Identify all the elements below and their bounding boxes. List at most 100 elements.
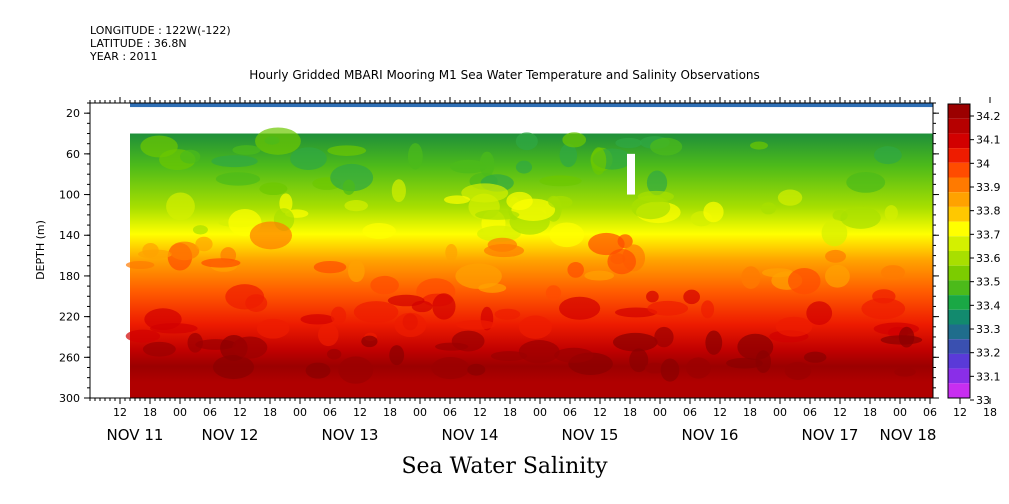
colorbar-swatch: [948, 295, 970, 310]
salinity-patch: [432, 293, 456, 320]
salinity-patch: [313, 260, 347, 274]
x-day-label: NOV 16: [682, 426, 739, 444]
salinity-patch: [467, 363, 486, 376]
salinity-patch: [591, 147, 607, 175]
salinity-patch: [394, 312, 427, 338]
x-hour-label: 06: [803, 406, 817, 419]
salinity-patch: [450, 159, 487, 174]
x-hour-label: 00: [893, 406, 907, 419]
salinity-patch: [389, 345, 405, 366]
salinity-patch: [348, 259, 365, 283]
salinity-patch: [825, 249, 847, 263]
salinity-patch: [212, 355, 255, 380]
salinity-patch: [330, 163, 374, 192]
salinity-patch: [607, 248, 637, 275]
salinity-patch: [407, 143, 423, 170]
x-axis-label: Sea Water Salinity: [401, 454, 608, 479]
salinity-patch: [686, 357, 711, 379]
salinity-patch: [125, 260, 155, 270]
salinity-patch: [180, 149, 201, 164]
salinity-patch: [861, 297, 906, 320]
x-hour-label: 12: [833, 406, 847, 419]
salinity-patch: [362, 223, 396, 239]
colorbar-swatch: [948, 280, 970, 296]
x-hour-label: 12: [953, 406, 967, 419]
salinity-patch: [562, 132, 587, 148]
plot-border: [89, 102, 934, 399]
salinity-patch: [654, 326, 674, 348]
salinity-patch: [650, 137, 683, 156]
colorbar-label: 33.5: [976, 276, 1001, 289]
salinity-patch: [370, 275, 399, 295]
salinity-patch: [149, 323, 198, 334]
colorbar: 34.2 34.1 34 33.9 33.8 33.7 33.6 33.5 33.4 33.3 33…: [947, 103, 1001, 407]
salinity-patch: [451, 330, 485, 352]
salinity-patch: [614, 307, 658, 318]
colorbar-label: 33.4: [976, 299, 1001, 312]
colorbar-swatch: [948, 339, 970, 354]
salinity-patch: [554, 347, 594, 363]
salinity-patch: [506, 191, 533, 211]
colorbar-swatch: [948, 148, 970, 163]
salinity-patch: [567, 261, 584, 278]
y-tick-label: 300: [59, 392, 80, 405]
salinity-patch: [249, 221, 293, 250]
colorbar-swatch: [948, 133, 970, 149]
salinity-patch: [548, 195, 573, 209]
salinity-patch: [445, 244, 458, 262]
salinity-patch: [660, 358, 680, 382]
salinity-patch: [215, 172, 261, 186]
salinity-patch: [327, 145, 367, 156]
salinity-patch: [806, 301, 833, 326]
x-hour-label: 00: [653, 406, 667, 419]
salinity-patch: [840, 206, 881, 229]
salinity-patch: [195, 236, 213, 252]
salinity-patch: [539, 175, 582, 187]
colorbar-swatch: [948, 353, 970, 369]
salinity-patch: [264, 136, 280, 145]
salinity-patch: [201, 258, 241, 268]
x-hour-label: 18: [143, 406, 157, 419]
salinity-patch: [353, 301, 399, 323]
x-day-label: NOV 11: [107, 426, 164, 444]
x-hour-label: 12: [353, 406, 367, 419]
y-tick-label: 260: [59, 351, 80, 364]
salinity-patch: [846, 171, 886, 193]
salinity-patch: [545, 285, 562, 301]
colorbar-label: 34.1: [976, 134, 1001, 147]
salinity-patch: [259, 182, 288, 196]
x-hour-label: 18: [983, 406, 997, 419]
salinity-patch: [549, 222, 585, 248]
colorbar-swatch: [948, 383, 970, 398]
salinity-patch: [803, 351, 827, 363]
colorbar-label: 34.2: [976, 110, 1001, 123]
chart-title: Hourly Gridded MBARI Mooring M1 Sea Wate…: [249, 68, 760, 82]
colorbar-label: 33.8: [976, 205, 1001, 218]
salinity-patch: [211, 155, 258, 168]
salinity-patch: [750, 141, 768, 150]
salinity-patch: [245, 294, 268, 312]
salinity-patch: [703, 201, 724, 223]
x-hour-label: 12: [233, 406, 247, 419]
salinity-patch: [777, 189, 803, 206]
salinity-patch: [187, 332, 203, 353]
x-hour-label: 06: [563, 406, 577, 419]
salinity-patch: [629, 348, 649, 373]
colorbar-border: [947, 103, 971, 399]
colorbar-swatch: [948, 236, 970, 251]
salinity-patch: [444, 195, 471, 205]
y-tick-label: 140: [59, 229, 80, 242]
salinity-patch: [455, 319, 496, 330]
x-day-label: NOV 18: [880, 426, 937, 444]
salinity-patch: [884, 205, 898, 221]
x-hour-label: 18: [623, 406, 637, 419]
x-hour-label: 06: [443, 406, 457, 419]
salinity-patch: [475, 209, 520, 220]
y-axis-label: DEPTH (m): [34, 220, 47, 280]
salinity-patch: [559, 296, 601, 320]
x-hour-label: 00: [773, 406, 787, 419]
salinity-patch: [584, 270, 615, 281]
x-hour-label: 06: [923, 406, 937, 419]
salinity-patch: [705, 330, 723, 355]
